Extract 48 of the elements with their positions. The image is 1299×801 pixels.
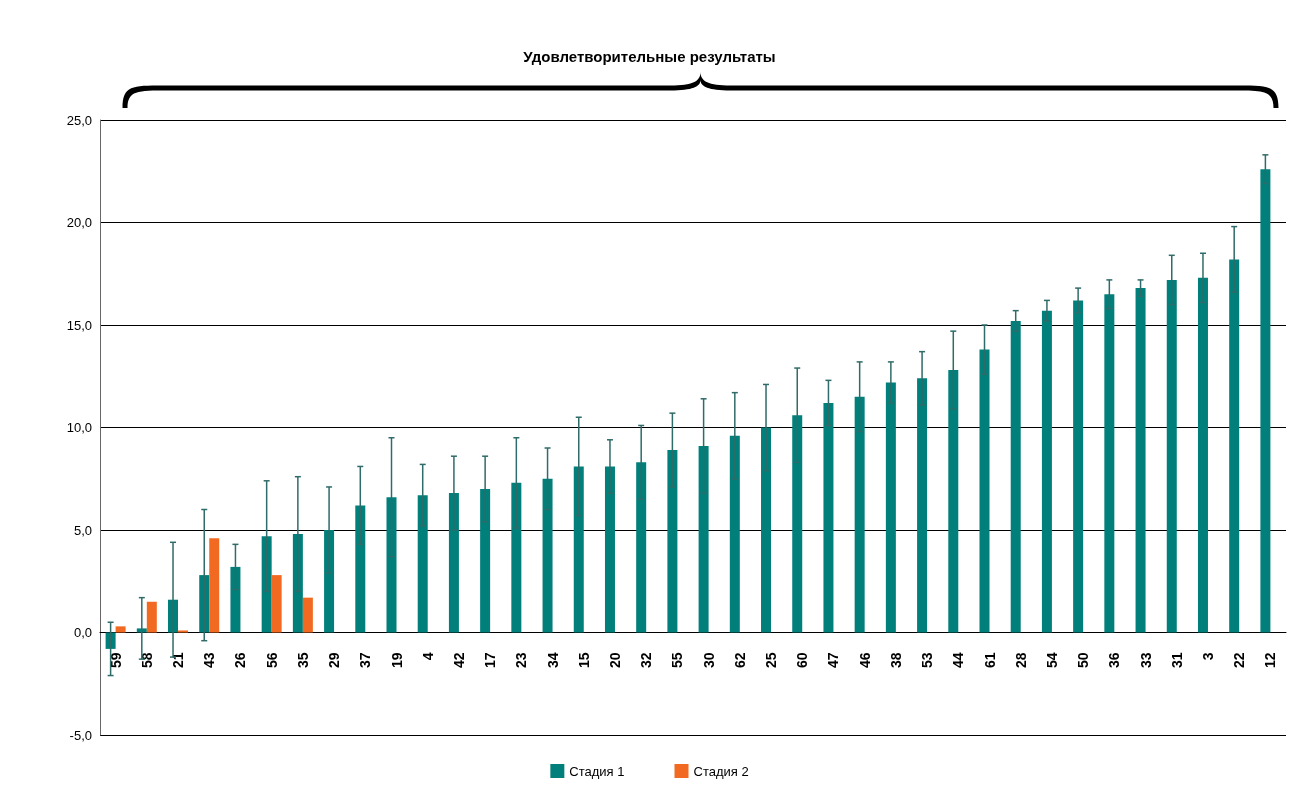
x-tick-label: 44 (950, 652, 967, 669)
x-tick-label: 31 (1168, 652, 1185, 669)
x-tick-label: 28 (1012, 652, 1029, 669)
y-tick-label: 20,0 (66, 215, 92, 230)
x-tick-label: 29 (326, 652, 343, 669)
x-tick-label: 62 (731, 652, 748, 669)
x-tick-label: 33 (1137, 652, 1154, 669)
x-tick-label: 60 (794, 652, 811, 669)
x-tick-label: 3 (1199, 652, 1216, 661)
y-tick-label: 5,0 (73, 522, 92, 538)
x-tick-label: 54 (1043, 652, 1060, 669)
x-tick-label: 32 (638, 652, 655, 669)
chart-title: Удовлетворительные результаты (523, 48, 776, 65)
x-tick-label: 15 (575, 652, 592, 669)
x-tick-label: 36 (1106, 652, 1123, 669)
x-tick-label: 26 (232, 652, 249, 669)
x-tick-label: 34 (544, 652, 561, 669)
x-tick-label: 4 (419, 652, 436, 661)
x-tick-label: 22 (1231, 652, 1248, 669)
x-tick-label: 47 (825, 652, 842, 669)
y-tick-label: 15,0 (66, 317, 92, 333)
legend-label: Стадия 2 (693, 763, 749, 779)
x-tick-label: 59 (107, 652, 124, 669)
legend-label: Стадия 1 (569, 763, 625, 779)
x-tick-label: 56 (263, 652, 280, 669)
x-tick-label: 43 (201, 652, 218, 669)
x-tick-label: 58 (138, 652, 155, 669)
x-tick-label: 50 (1075, 652, 1092, 669)
x-tick-label: 53 (919, 652, 936, 669)
x-tick-label: 12 (1262, 652, 1279, 669)
x-tick-label: 20 (606, 652, 623, 669)
x-tick-label: 17 (482, 652, 499, 669)
y-tick-label: -5,0 (69, 727, 92, 743)
x-tick-label: 37 (357, 652, 374, 669)
x-tick-label: 55 (669, 652, 686, 669)
y-tick-label: 0,0 (73, 625, 92, 640)
x-tick-label: 42 (450, 652, 467, 669)
x-tick-label: 46 (856, 652, 873, 669)
y-tick-label: 10,0 (66, 420, 92, 435)
x-tick-label: 25 (763, 652, 780, 669)
x-tick-label: 21 (170, 652, 187, 669)
x-tick-label: 19 (388, 652, 405, 669)
x-tick-label: 38 (887, 652, 904, 669)
x-tick-label: 23 (513, 652, 530, 669)
x-tick-label: 30 (700, 652, 717, 669)
x-tick-label: 35 (294, 652, 311, 669)
y-tick-label: 25,0 (66, 112, 92, 128)
x-tick-label: 61 (981, 652, 998, 669)
